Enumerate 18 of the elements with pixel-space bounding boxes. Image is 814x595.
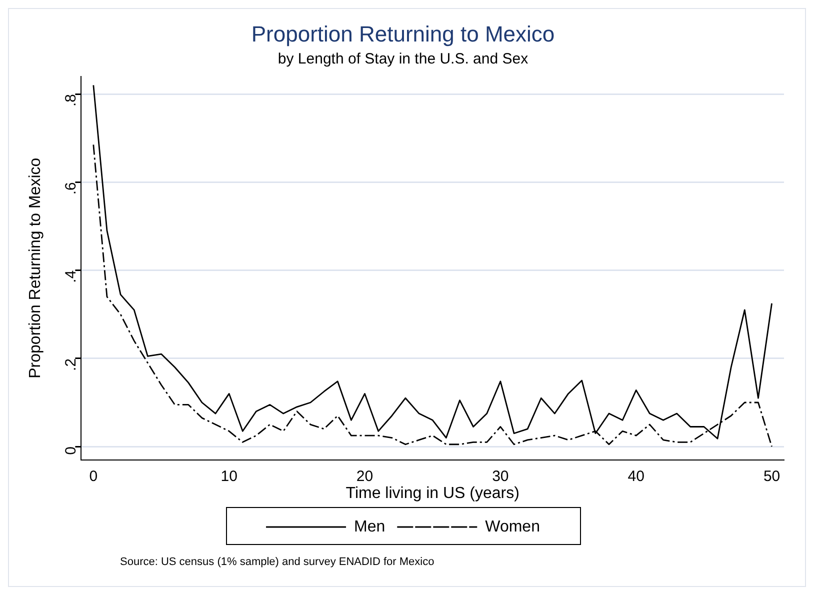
legend-label: Men (354, 518, 386, 536)
x-tick-label: 0 (89, 468, 98, 485)
y-tick-label: 0 (62, 446, 80, 455)
x-tick-label: 30 (492, 468, 509, 485)
y-tick-label: .6 (62, 182, 80, 195)
x-axis-title: Time living in US (years) (346, 484, 520, 502)
x-tick-label: 50 (763, 468, 780, 485)
source-note: Source: US census (1% sample) and survey ENADID for Mexico (120, 556, 434, 568)
y-tick-label: .2 (62, 358, 80, 371)
x-tick-label: 40 (628, 468, 644, 485)
x-tick-label: 20 (356, 468, 374, 485)
legend-label: Women (485, 518, 540, 536)
x-tick-label: 10 (220, 468, 238, 485)
y-tick-label: .4 (62, 270, 80, 283)
chart-subtitle: by Length of Stay in the U.S. and Sex (278, 50, 529, 68)
y-axis-title: Proportion Returning to Mexico (27, 158, 44, 378)
y-tick-label: .8 (62, 94, 80, 107)
chart-title: Proportion Returning to Mexico (251, 21, 555, 46)
